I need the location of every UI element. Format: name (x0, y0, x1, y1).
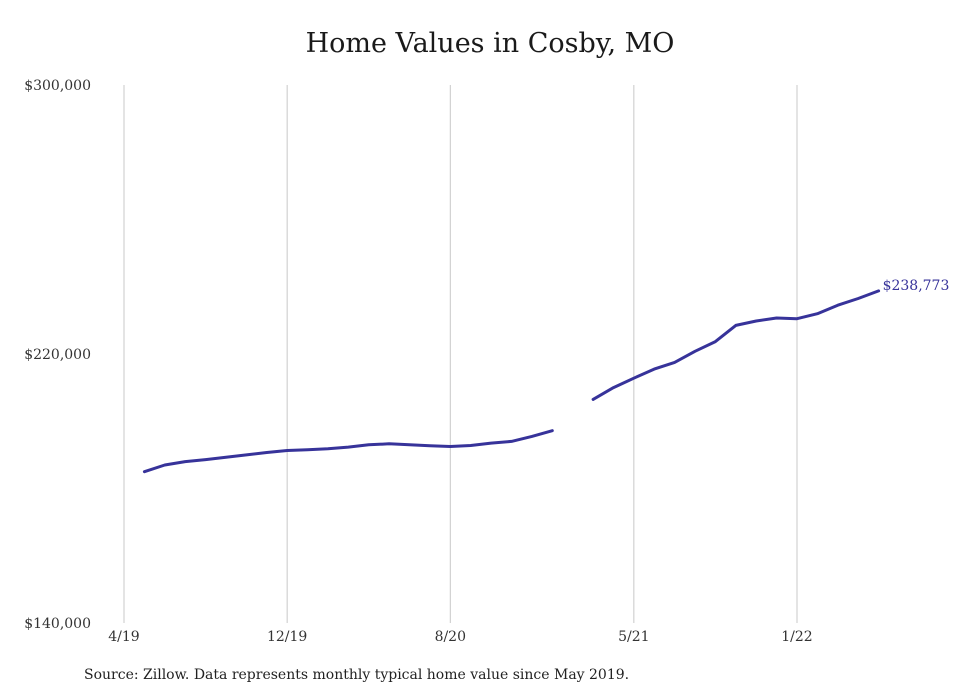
y-tick-label: $220,000 (24, 347, 91, 363)
y-tick-label: $300,000 (24, 78, 91, 94)
series-layer (142, 289, 881, 474)
x-tick-label: 12/19 (267, 629, 307, 645)
end-value-label: $238,773 (883, 278, 950, 294)
x-tick-label: 5/21 (618, 629, 649, 645)
y-tick-label: $140,000 (24, 616, 91, 632)
x-tick-label: 4/19 (108, 629, 139, 645)
series-line (142, 429, 554, 474)
x-tick-label: 1/22 (781, 629, 812, 645)
source-note: Source: Zillow. Data represents monthly … (84, 667, 630, 683)
gridlines (123, 85, 798, 623)
data-labels: $238,773 (883, 278, 950, 294)
y-axis: $140,000 $220,000 $300,000 (24, 78, 91, 632)
x-tick-label: 8/20 (435, 629, 466, 645)
series-line (591, 289, 881, 401)
chart-title: Home Values in Cosby, MO (305, 28, 675, 59)
x-axis: 4/19 12/19 8/20 5/21 1/22 (108, 629, 812, 645)
